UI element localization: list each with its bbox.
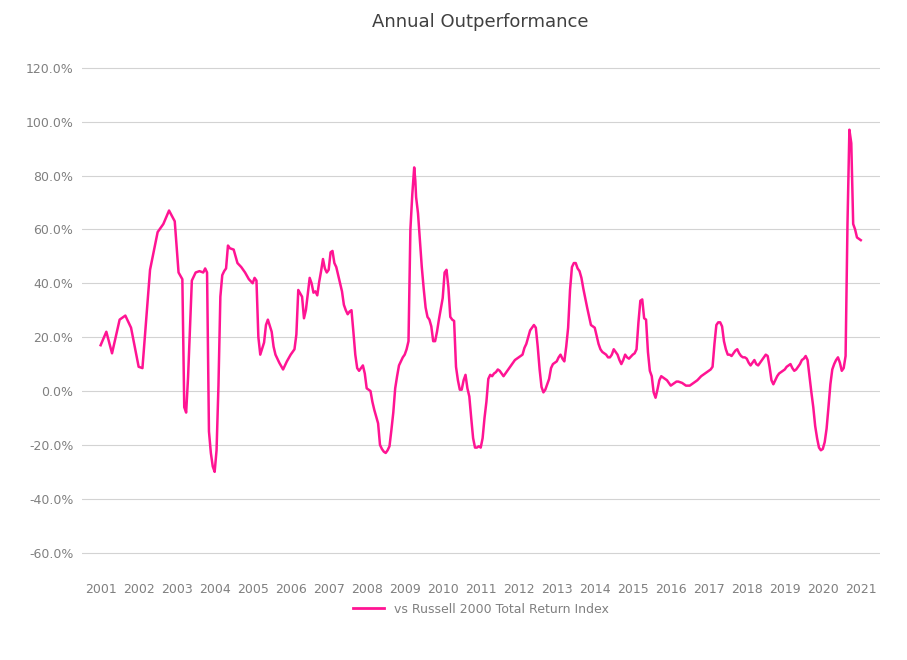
Title: Annual Outperformance: Annual Outperformance xyxy=(373,13,589,31)
Legend: vs Russell 2000 Total Return Index: vs Russell 2000 Total Return Index xyxy=(347,598,614,621)
